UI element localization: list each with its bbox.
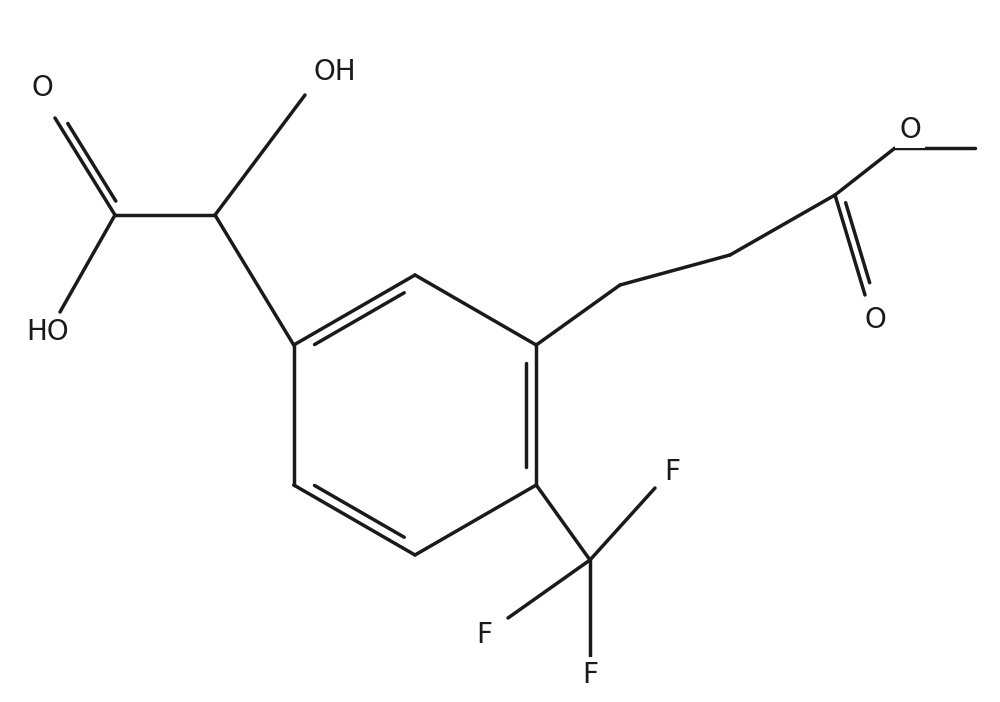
Text: HO: HO <box>27 318 69 346</box>
Text: OH: OH <box>314 58 356 86</box>
Text: F: F <box>664 458 680 486</box>
Text: O: O <box>864 306 886 334</box>
Text: F: F <box>476 621 492 649</box>
Text: O: O <box>899 116 921 144</box>
Text: F: F <box>582 661 598 689</box>
Text: O: O <box>31 74 53 102</box>
